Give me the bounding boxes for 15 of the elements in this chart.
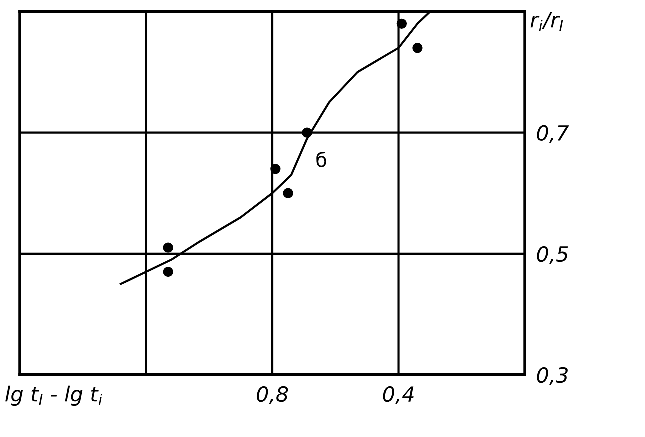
x-tick-label: 0,4	[383, 386, 414, 404]
x-axis-title: lg t$_{I}$ - lg t$_{i}$	[6, 386, 102, 406]
y-tick-label: 0,3	[537, 367, 568, 386]
point	[270, 164, 281, 174]
point	[396, 18, 408, 29]
y-tick-label: 0,5	[537, 246, 568, 264]
x-tick-label: 0,8	[256, 386, 288, 404]
y-tick-label: 0,7	[537, 125, 570, 144]
point	[163, 266, 174, 278]
point	[302, 128, 312, 138]
y-axis-title: r$_{i}$/r$_{I}$	[530, 12, 564, 32]
point	[163, 242, 174, 253]
annotation: б	[316, 152, 326, 168]
point	[412, 43, 423, 54]
point	[283, 188, 294, 198]
